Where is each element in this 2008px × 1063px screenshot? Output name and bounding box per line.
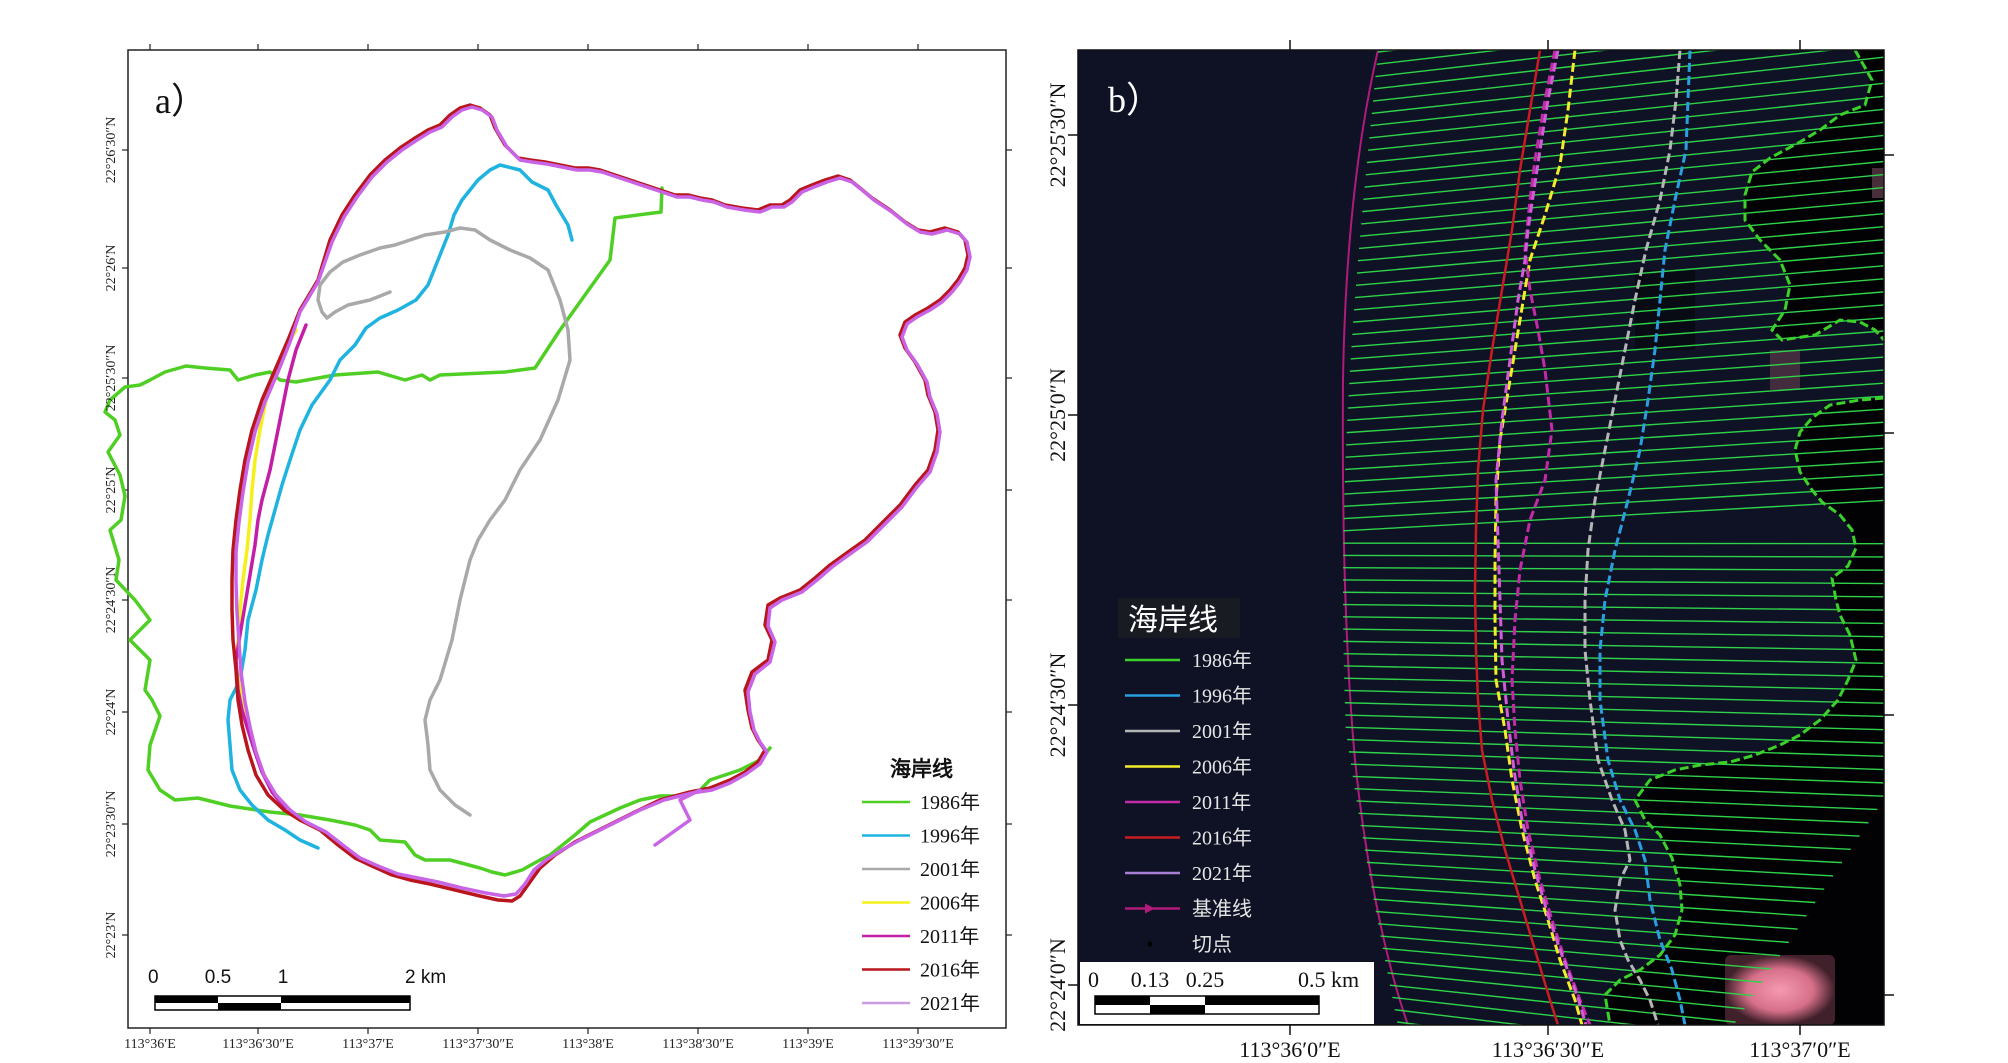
panel-b-y-tick-labels: 22°25′30″N 22°25′0″N 22°24′30″N 22°24′0″… — [1045, 83, 1070, 1032]
coastline-2001 — [1583, 50, 1682, 1025]
x-tick-label: 113°38′E — [562, 1037, 614, 1052]
panel-a-y-tick-labels: 22°26′30″N 22°26′N 22°25′30″N 22°25′N 22… — [104, 117, 119, 959]
x-tick-label: 113°39′30″E — [882, 1037, 954, 1052]
y-tick-label: 22°23′30″N — [104, 791, 119, 858]
scale-label: 0.13 — [1131, 967, 1170, 992]
panel-a: a） 113°36′E 113°36′30″E 113°37′E 113°37′… — [103, 44, 1012, 1052]
x-tick-label: 113°37′30″E — [442, 1037, 514, 1052]
panel-a-legend: 海岸线 1986年 1996年 2001年 2006年 2011年 2016年 2021年 — [862, 757, 980, 1015]
y-tick-label: 22°25′N — [104, 467, 119, 514]
x-tick-label: 113°36′30″E — [222, 1037, 294, 1052]
scale-label: 0.5 — [205, 967, 231, 988]
legend-item-label: 1996年 — [1192, 685, 1252, 708]
legend-item-label: 2016年 — [920, 959, 980, 982]
panel-b-legend: 海岸线 1986年 1996年 2001年 2006年 2011年 2016年 2021年基… — [1118, 598, 1252, 956]
legend-item-label: 2001年 — [1192, 720, 1252, 743]
x-tick-label: 113°36′0″E — [1239, 1037, 1340, 1062]
coastline-2021 — [234, 105, 972, 898]
panel-b-ticks — [1068, 40, 1894, 1035]
scale-label: 0.5 km — [1298, 967, 1359, 992]
y-tick-label: 22°24′0″N — [1045, 938, 1070, 1032]
y-tick-label: 22°25′30″N — [1045, 83, 1070, 188]
coastline-2021 — [1494, 50, 1588, 1025]
legend-swatch — [1147, 941, 1153, 947]
y-tick-label: 22°24′N — [104, 689, 119, 736]
x-tick-label: 113°36′E — [124, 1037, 176, 1052]
y-tick-label: 22°23′N — [104, 912, 119, 959]
panel-a-x-tick-labels: 113°36′E 113°36′30″E 113°37′E 113°37′30″… — [124, 1037, 954, 1052]
transects — [1342, 50, 1884, 1025]
panel-a-label: a） — [155, 81, 207, 121]
scale-label: 0 — [148, 967, 159, 988]
coastline-2001 — [316, 226, 572, 817]
panel-a-frame — [127, 49, 1007, 1029]
legend-item-label: 2006年 — [1192, 756, 1252, 779]
x-tick-label: 113°36′30″E — [1492, 1037, 1604, 1062]
x-tick-label: 113°37′0″E — [1749, 1037, 1850, 1062]
coastline-1996 — [226, 163, 574, 850]
panel-b-label: b） — [1108, 80, 1162, 120]
y-tick-label: 22°25′30″N — [104, 345, 119, 412]
legend-item-label: 2011年 — [920, 925, 979, 948]
land-area — [1745, 50, 1884, 340]
baseline — [1341, 50, 1409, 1025]
scale-label: 0 — [1088, 967, 1099, 992]
y-tick-label: 22°24′30″N — [1045, 653, 1070, 758]
y-tick-label: 22°26′30″N — [104, 117, 119, 184]
panel-b-frame — [1077, 49, 1885, 1026]
legend-item-label: 2021年 — [920, 992, 980, 1015]
pink-patch — [1725, 955, 1835, 1025]
scale-label: 1 — [278, 967, 289, 988]
panel-b-coastlines — [1473, 50, 1884, 1025]
y-tick-label: 22°24′30″N — [104, 567, 119, 634]
scale-label: 0.25 — [1186, 967, 1225, 992]
legend-item-label: 1986年 — [920, 791, 980, 814]
legend-item-label: 2006年 — [920, 892, 980, 915]
coastline-1986 — [1603, 50, 1884, 1025]
coastline-2021-spur — [653, 788, 702, 847]
legend-title: 海岸线 — [1128, 603, 1218, 638]
legend-item-label: 2016年 — [1192, 827, 1252, 850]
x-tick-label: 113°39′E — [782, 1037, 834, 1052]
x-tick-label: 113°37′E — [342, 1037, 394, 1052]
scale-label: 2 km — [405, 967, 446, 988]
panel-b-scale-bar: 0 0.13 0.25 0.5 km — [1080, 962, 1374, 1024]
y-tick-label: 22°25′0″N — [1045, 368, 1070, 462]
legend-item-label: 2021年 — [1192, 862, 1252, 885]
panel-b-x-tick-labels: 113°36′0″E 113°36′30″E 113°37′0″E — [1239, 1037, 1850, 1062]
legend-item-label: 2001年 — [920, 858, 980, 881]
legend-item-label: 基准线 — [1192, 898, 1252, 921]
coastline-1986 — [103, 186, 772, 877]
legend-item-label: 1996年 — [920, 825, 980, 848]
y-tick-label: 22°26′N — [104, 245, 119, 292]
legend-title: 海岸线 — [890, 757, 953, 781]
panel-a-coastlines — [103, 103, 972, 903]
panel-a-scale-bar: 0 0.5 1 2 km — [148, 967, 446, 1011]
x-tick-label: 113°38′30″E — [662, 1037, 734, 1052]
coastline-2016 — [1473, 50, 1560, 1025]
panel-b: b） 113°36′0″E 113°36′30″E 113°37′0″E 22°… — [1045, 40, 1894, 1062]
coastline-1996 — [1598, 50, 1692, 1025]
legend-item-label: 切点 — [1192, 933, 1232, 956]
coastline-2006 — [1493, 50, 1584, 1025]
legend-item-label: 1986年 — [1192, 649, 1252, 672]
legend-item-label: 2011年 — [1192, 791, 1251, 814]
